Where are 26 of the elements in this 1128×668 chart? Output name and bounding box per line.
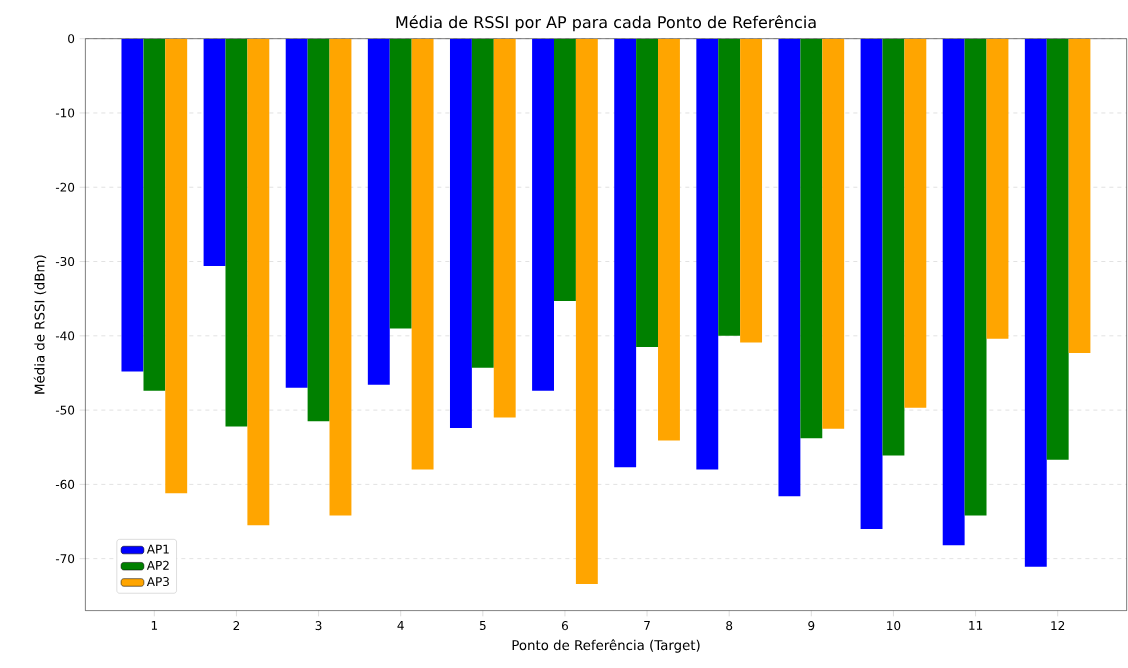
x-tick-label: 3 — [315, 621, 322, 631]
x-tick-label: 7 — [644, 621, 650, 630]
x-tick-label: 8 — [726, 621, 733, 631]
legend-label: AP3 — [146, 577, 169, 587]
y-axis-title: Média de RSSI (dBm) — [33, 255, 47, 394]
y-tick-label: -60 — [55, 479, 75, 489]
chart-title: Média de RSSI por AP para cada Ponto de Referência — [396, 15, 816, 32]
x-tick-label: 2 — [233, 621, 240, 630]
x-tick-label: 9 — [808, 621, 815, 631]
legend-label: AP1 — [146, 544, 169, 554]
x-tick-label: 4 — [397, 621, 404, 630]
y-tick-label: -50 — [55, 405, 75, 415]
y-tick-label: -10 — [55, 108, 75, 118]
x-axis-title: Ponto de Referência (Target) — [512, 639, 700, 653]
x-tick-label: 10 — [887, 621, 901, 631]
x-tick-label: 5 — [479, 621, 486, 630]
y-tick-label: -70 — [55, 554, 75, 564]
x-tick-label: 12 — [1051, 621, 1065, 630]
legend-label: AP2 — [146, 560, 169, 570]
x-tick-label: 6 — [561, 621, 569, 631]
y-tick-label: -40 — [55, 331, 75, 341]
x-tick-label: 1 — [151, 621, 158, 630]
y-tick-label: -30 — [55, 256, 75, 267]
y-tick-label: -20 — [55, 182, 75, 192]
x-tick-label: 11 — [969, 621, 983, 630]
y-tick-label: 0 — [68, 34, 75, 44]
